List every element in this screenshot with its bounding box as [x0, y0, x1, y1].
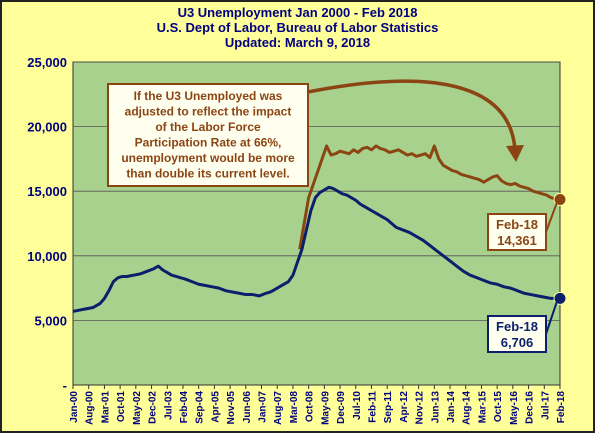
adjusted-value-box: [487, 213, 547, 251]
x-tick-label: Mar-01: [100, 391, 111, 424]
y-tick-label: 5,000: [34, 313, 67, 328]
x-tick-label: Mar-15: [477, 391, 488, 424]
x-tick-label: Dec-16: [525, 391, 536, 424]
adjusted-label-value: 14,361: [497, 233, 537, 248]
u3-value-box: [487, 315, 547, 353]
x-tick-label: Apr-12: [399, 391, 410, 423]
x-tick-label: Feb-11: [367, 391, 378, 423]
x-tick-label: Jun-06: [242, 391, 253, 424]
x-tick-label: Aug-00: [85, 391, 96, 425]
x-tick-label: Mar-08: [289, 391, 300, 424]
x-tick-label: Jan-14: [446, 391, 457, 423]
chart-title: U3 Unemployment Jan 2000 - Feb 2018: [177, 5, 418, 20]
y-tick-label: 10,000: [27, 249, 67, 264]
x-tick-label: Jul-17: [540, 391, 551, 420]
x-tick-label: Sep-04: [195, 391, 206, 424]
x-tick-label: Feb-18: [556, 391, 567, 424]
annotation-arrow: [307, 79, 517, 151]
x-tick-label: Feb-04: [179, 391, 190, 424]
x-tick-label: May-16: [509, 391, 520, 425]
x-tick-label: Aug-07: [273, 391, 284, 425]
x-tick-label: Jul-03: [163, 391, 174, 420]
x-tick-label: Oct-01: [116, 391, 127, 423]
x-tick-label: Nov-12: [415, 391, 426, 425]
y-tick-label: 15,000: [27, 184, 67, 199]
x-tick-label: Jan-00: [69, 391, 80, 423]
u3-label-value: 6,706: [501, 335, 534, 350]
x-tick-label: Jan-07: [258, 391, 269, 423]
x-tick-label: Jun-13: [430, 391, 441, 424]
x-tick-label: May-02: [132, 391, 143, 425]
adjusted-unemployment-line: [298, 144, 561, 250]
x-tick-label: Sep-11: [383, 391, 394, 424]
annotation-note: If the U3 Unemployed was adjusted to refl…: [121, 89, 295, 181]
adjusted-leader-line: [545, 202, 558, 233]
y-tick-label: 20,000: [27, 120, 67, 135]
chart-subtitle: U.S. Dept of Labor, Bureau of Labor Stat…: [156, 20, 439, 35]
x-tick-label: Dec-02: [148, 391, 159, 424]
chart-updated: Updated: March 9, 2018: [224, 35, 371, 50]
y-tick-label: -: [63, 378, 67, 393]
u3-leader-line: [545, 301, 558, 335]
x-tick-label: Oct-15: [493, 391, 504, 423]
x-tick-label: Apr-05: [210, 391, 221, 423]
annotation-arrowhead: [506, 145, 524, 162]
x-tick-label: Aug-14: [462, 391, 473, 425]
y-tick-label: 25,000: [27, 55, 67, 70]
annotation-box: [107, 83, 309, 187]
u3-label-date: Feb-18: [496, 319, 538, 334]
x-tick-label: Nov-05: [226, 391, 237, 425]
x-tick-label: Dec-09: [336, 391, 347, 424]
u3-unemployment-line: [72, 185, 561, 313]
adjusted-label-date: Feb-18: [496, 217, 538, 232]
x-tick-label: Jul-10: [352, 391, 363, 420]
x-tick-label: May-09: [320, 391, 331, 425]
x-tick-label: Oct-08: [305, 391, 316, 423]
